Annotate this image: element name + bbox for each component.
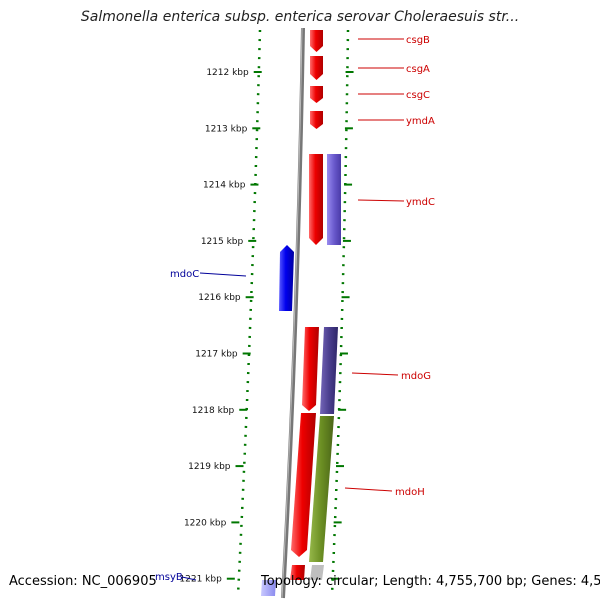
accession-text: Accession: NC_006905 — [9, 574, 157, 589]
gene-msyB — [261, 580, 276, 596]
inner-left-dotted-track — [330, 29, 350, 596]
genome-summary-text: Topology: circular; Length: 4,755,700 bp… — [261, 574, 600, 589]
tick-label: 1214 kbp — [203, 181, 246, 191]
tick-label: 1219 kbp — [188, 462, 231, 472]
label-mdoG: mdoG — [401, 371, 431, 382]
gene-ymdC — [309, 154, 323, 245]
tick-label: 1213 kbp — [205, 124, 248, 134]
label-mdoH: mdoH — [395, 487, 425, 498]
label-csgB: csgB — [406, 35, 430, 46]
gene-label-lines — [181, 38, 405, 581]
gene-mdoH-cog — [309, 416, 334, 562]
gene-bottom-red — [290, 565, 305, 580]
map-title: Salmonella enterica subsp. enterica sero… — [80, 9, 520, 25]
tick-marks — [226, 71, 262, 580]
gene-mdoH — [291, 413, 316, 557]
right-tick-marks — [331, 71, 354, 580]
gene-mdoG-cog — [320, 327, 338, 414]
tick-labels: 1212 kbp 1213 kbp 1214 kbp 1215 kbp 1216 kbp… — [179, 68, 249, 585]
label-msyB: msyB — [155, 572, 183, 583]
tick-label: 1216 kbp — [198, 293, 241, 303]
tick-label: 1212 kbp — [206, 68, 249, 78]
leader-ymdC — [357, 199, 405, 202]
gene-ymdA — [310, 111, 323, 129]
gene-labels: csgB csgA csgC ymdA ymdC mdoC mdoG mdoH … — [155, 35, 435, 583]
label-ymdC: ymdC — [406, 197, 435, 208]
tick-label: 1215 kbp — [201, 237, 244, 247]
gene-bottom-grey — [310, 565, 324, 580]
gene-ymdC-cog — [327, 154, 341, 245]
leader-msyB — [181, 576, 197, 581]
dotted-tracks — [236, 29, 350, 596]
gene-mdoG — [302, 327, 319, 411]
tick-label: 1221 kbp — [179, 575, 222, 585]
gene-csgC — [310, 86, 323, 103]
leader-mdoG — [351, 372, 399, 376]
gene-csgB — [310, 30, 323, 52]
tick-label: 1217 kbp — [195, 350, 238, 360]
tick-label: 1220 kbp — [184, 518, 227, 528]
tick-label: 1218 kbp — [192, 406, 235, 416]
label-mdoC: mdoC — [170, 269, 199, 280]
genome-backbone-highlight — [281, 27, 303, 599]
gene-mdoC — [279, 245, 294, 311]
gene-csgA — [310, 56, 323, 80]
leader-mdoH — [344, 487, 393, 492]
label-ymdA: ymdA — [406, 116, 435, 127]
label-csgC: csgC — [406, 90, 430, 101]
genome-backbone-line — [281, 27, 305, 599]
label-csgA: csgA — [406, 64, 430, 75]
gene-features — [261, 30, 341, 596]
leader-mdoC — [199, 272, 247, 277]
outer-left-dotted-track — [236, 29, 262, 596]
